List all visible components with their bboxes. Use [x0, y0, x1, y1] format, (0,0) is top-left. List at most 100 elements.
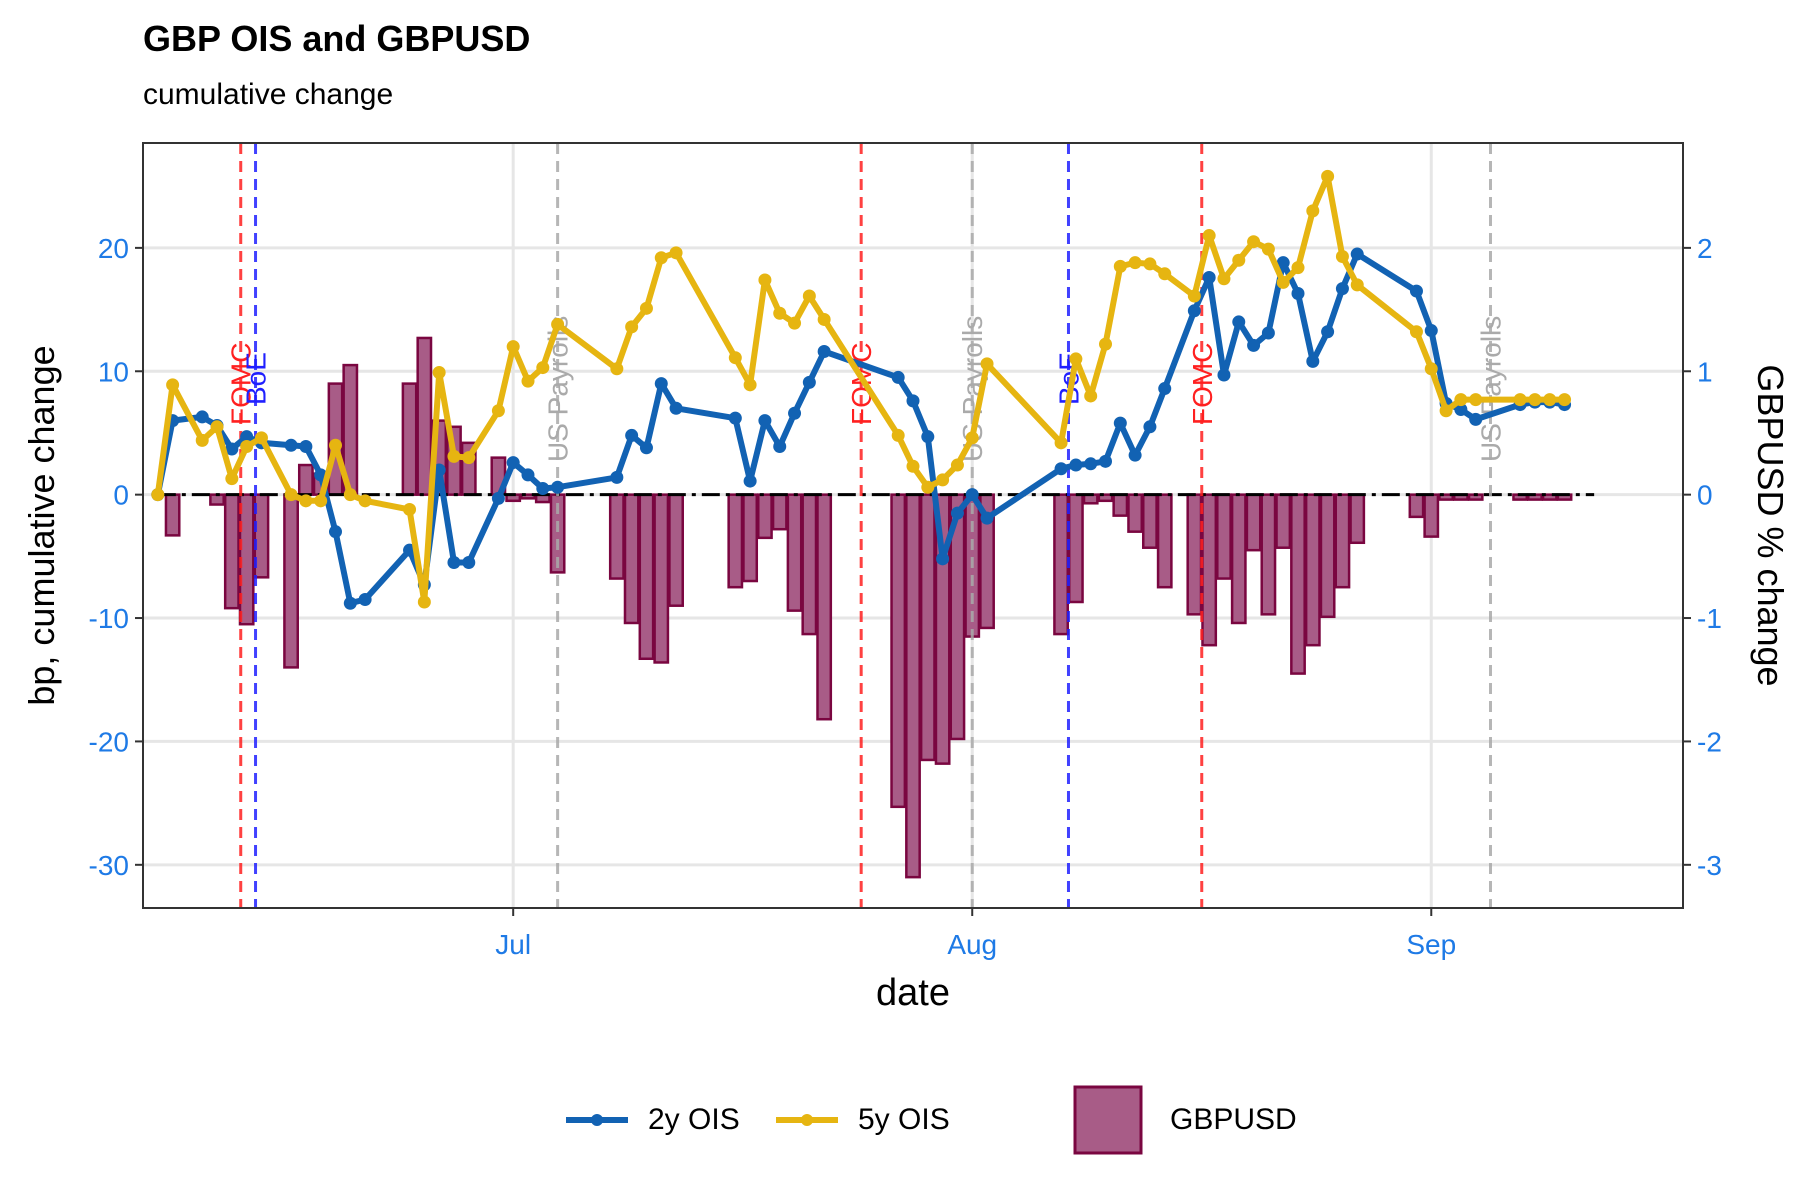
boe-event-label: BoE [241, 352, 272, 405]
ois2y-point [1099, 454, 1112, 468]
ois2y-point [1247, 338, 1261, 352]
ois5y-point [432, 366, 446, 379]
ois5y-point [1113, 259, 1127, 273]
ois2y-point [506, 456, 520, 470]
ois2y-point [462, 556, 476, 570]
gbpusd-bar [1334, 493, 1351, 589]
y-tick-label: -20 [89, 726, 129, 757]
gbpusd-bar [1201, 493, 1218, 647]
ois5y-point [1232, 253, 1246, 267]
ois2y-point [1276, 256, 1290, 270]
ois2y-point [1054, 462, 1068, 476]
ois2y-point [225, 442, 239, 456]
ois5y-point [1202, 229, 1216, 243]
ois2y-point [906, 394, 920, 408]
ois5y-point [802, 289, 816, 303]
ois2y-point [521, 468, 535, 482]
ois2y-point [1469, 412, 1483, 426]
gbpusd-bar [890, 493, 907, 809]
ois5y-point [1276, 275, 1290, 289]
ois2y-point [1202, 270, 1216, 284]
legend-2y-line-icon [566, 1114, 628, 1126]
ois5y-point [980, 357, 994, 371]
ois2y-point [980, 511, 994, 525]
ois2y-point [491, 491, 505, 505]
ois5y-point [314, 494, 328, 508]
ois5y-point [225, 472, 239, 486]
gbpusd-bar [1541, 493, 1558, 501]
gbpusd-bar [653, 493, 670, 664]
gbpusd-bar [297, 463, 314, 496]
fomc-event-label: FOMC [846, 343, 877, 425]
ois5y-point [1409, 325, 1423, 339]
ois5y-point [358, 494, 372, 508]
legend-label-2y: 2y OIS [648, 1103, 740, 1136]
ois5y-point [950, 458, 964, 472]
fomc-event-label: FOMC [1187, 343, 1218, 425]
y2-tick-label: 1 [1697, 356, 1713, 387]
y2-axis-title: GBPUSD % change [1750, 364, 1791, 686]
ois5y-point [728, 351, 742, 365]
ois2y-point [1084, 457, 1098, 471]
ois2y-point [1113, 416, 1127, 430]
ois5y-point [462, 451, 476, 465]
gbpusd-bar [1275, 493, 1292, 549]
ois2y-point [1261, 326, 1275, 340]
ois2y-point [195, 410, 209, 424]
y-tick-label: 20 [98, 233, 129, 264]
y-tick-label: 0 [113, 480, 129, 511]
gbpusd-bar [1230, 493, 1247, 625]
ois5y-point [1513, 393, 1527, 407]
ois2y-point [1069, 458, 1083, 472]
ois5y-point [936, 473, 950, 487]
gbpusd-bar [638, 493, 655, 661]
ois2y-point [284, 438, 298, 452]
ois2y-point [654, 377, 668, 391]
ois5y-point [610, 362, 624, 376]
y2-tick-label: -2 [1697, 726, 1722, 757]
fomc-event-label: FOMC [226, 343, 257, 425]
ois2y-point [551, 480, 565, 494]
ois2y-point [1454, 403, 1468, 417]
gbpusd-bar [1186, 493, 1203, 616]
ois5y-point [1054, 436, 1068, 450]
ois2y-point [1321, 325, 1335, 339]
ois5y-point [1469, 393, 1483, 407]
gbpusd-bar [164, 493, 181, 537]
legend-label-5y: 5y OIS [858, 1103, 950, 1136]
ois5y-point [284, 488, 298, 502]
legend-gbpusd-box-icon [1073, 1085, 1143, 1155]
gbpusd-bar [1438, 493, 1454, 501]
gbpusd-bar [771, 493, 788, 531]
ois2y-point [936, 552, 950, 566]
ois2y-point [1409, 284, 1423, 298]
gbpusd-bar [1053, 493, 1069, 636]
ois5y-point [210, 420, 224, 434]
ois5y-point [1439, 404, 1453, 418]
ois2y-point [299, 440, 313, 454]
ois5y-point [817, 312, 831, 326]
y2-tick-label: -1 [1697, 603, 1722, 634]
ois5y-point [891, 428, 905, 442]
ois5y-point [1143, 257, 1157, 271]
ois5y-point [1558, 393, 1572, 407]
ois5y-point [1543, 393, 1557, 407]
payrolls-event-label: US Payrolls [1476, 316, 1507, 462]
panel-border [142, 142, 1684, 909]
ois5y-point [1084, 389, 1098, 403]
payrolls-event-label: US Payrolls [543, 316, 574, 462]
ois5y-point [639, 301, 653, 315]
gbpusd-bar [668, 493, 684, 607]
ois2y-point [817, 345, 831, 359]
ois5y-point [166, 378, 180, 392]
legend-label-gbpusd: GBPUSD [1170, 1103, 1297, 1136]
x-axis-title: date [876, 972, 950, 1014]
gbpusd-bar [223, 493, 240, 610]
gbpusd-bar [623, 493, 640, 625]
ois2y-point [950, 506, 964, 520]
ois5y-point [1528, 393, 1542, 407]
y-tick-label: -10 [89, 603, 129, 634]
gbpusd-bar [1216, 493, 1232, 580]
ois5y-point [1350, 278, 1364, 292]
